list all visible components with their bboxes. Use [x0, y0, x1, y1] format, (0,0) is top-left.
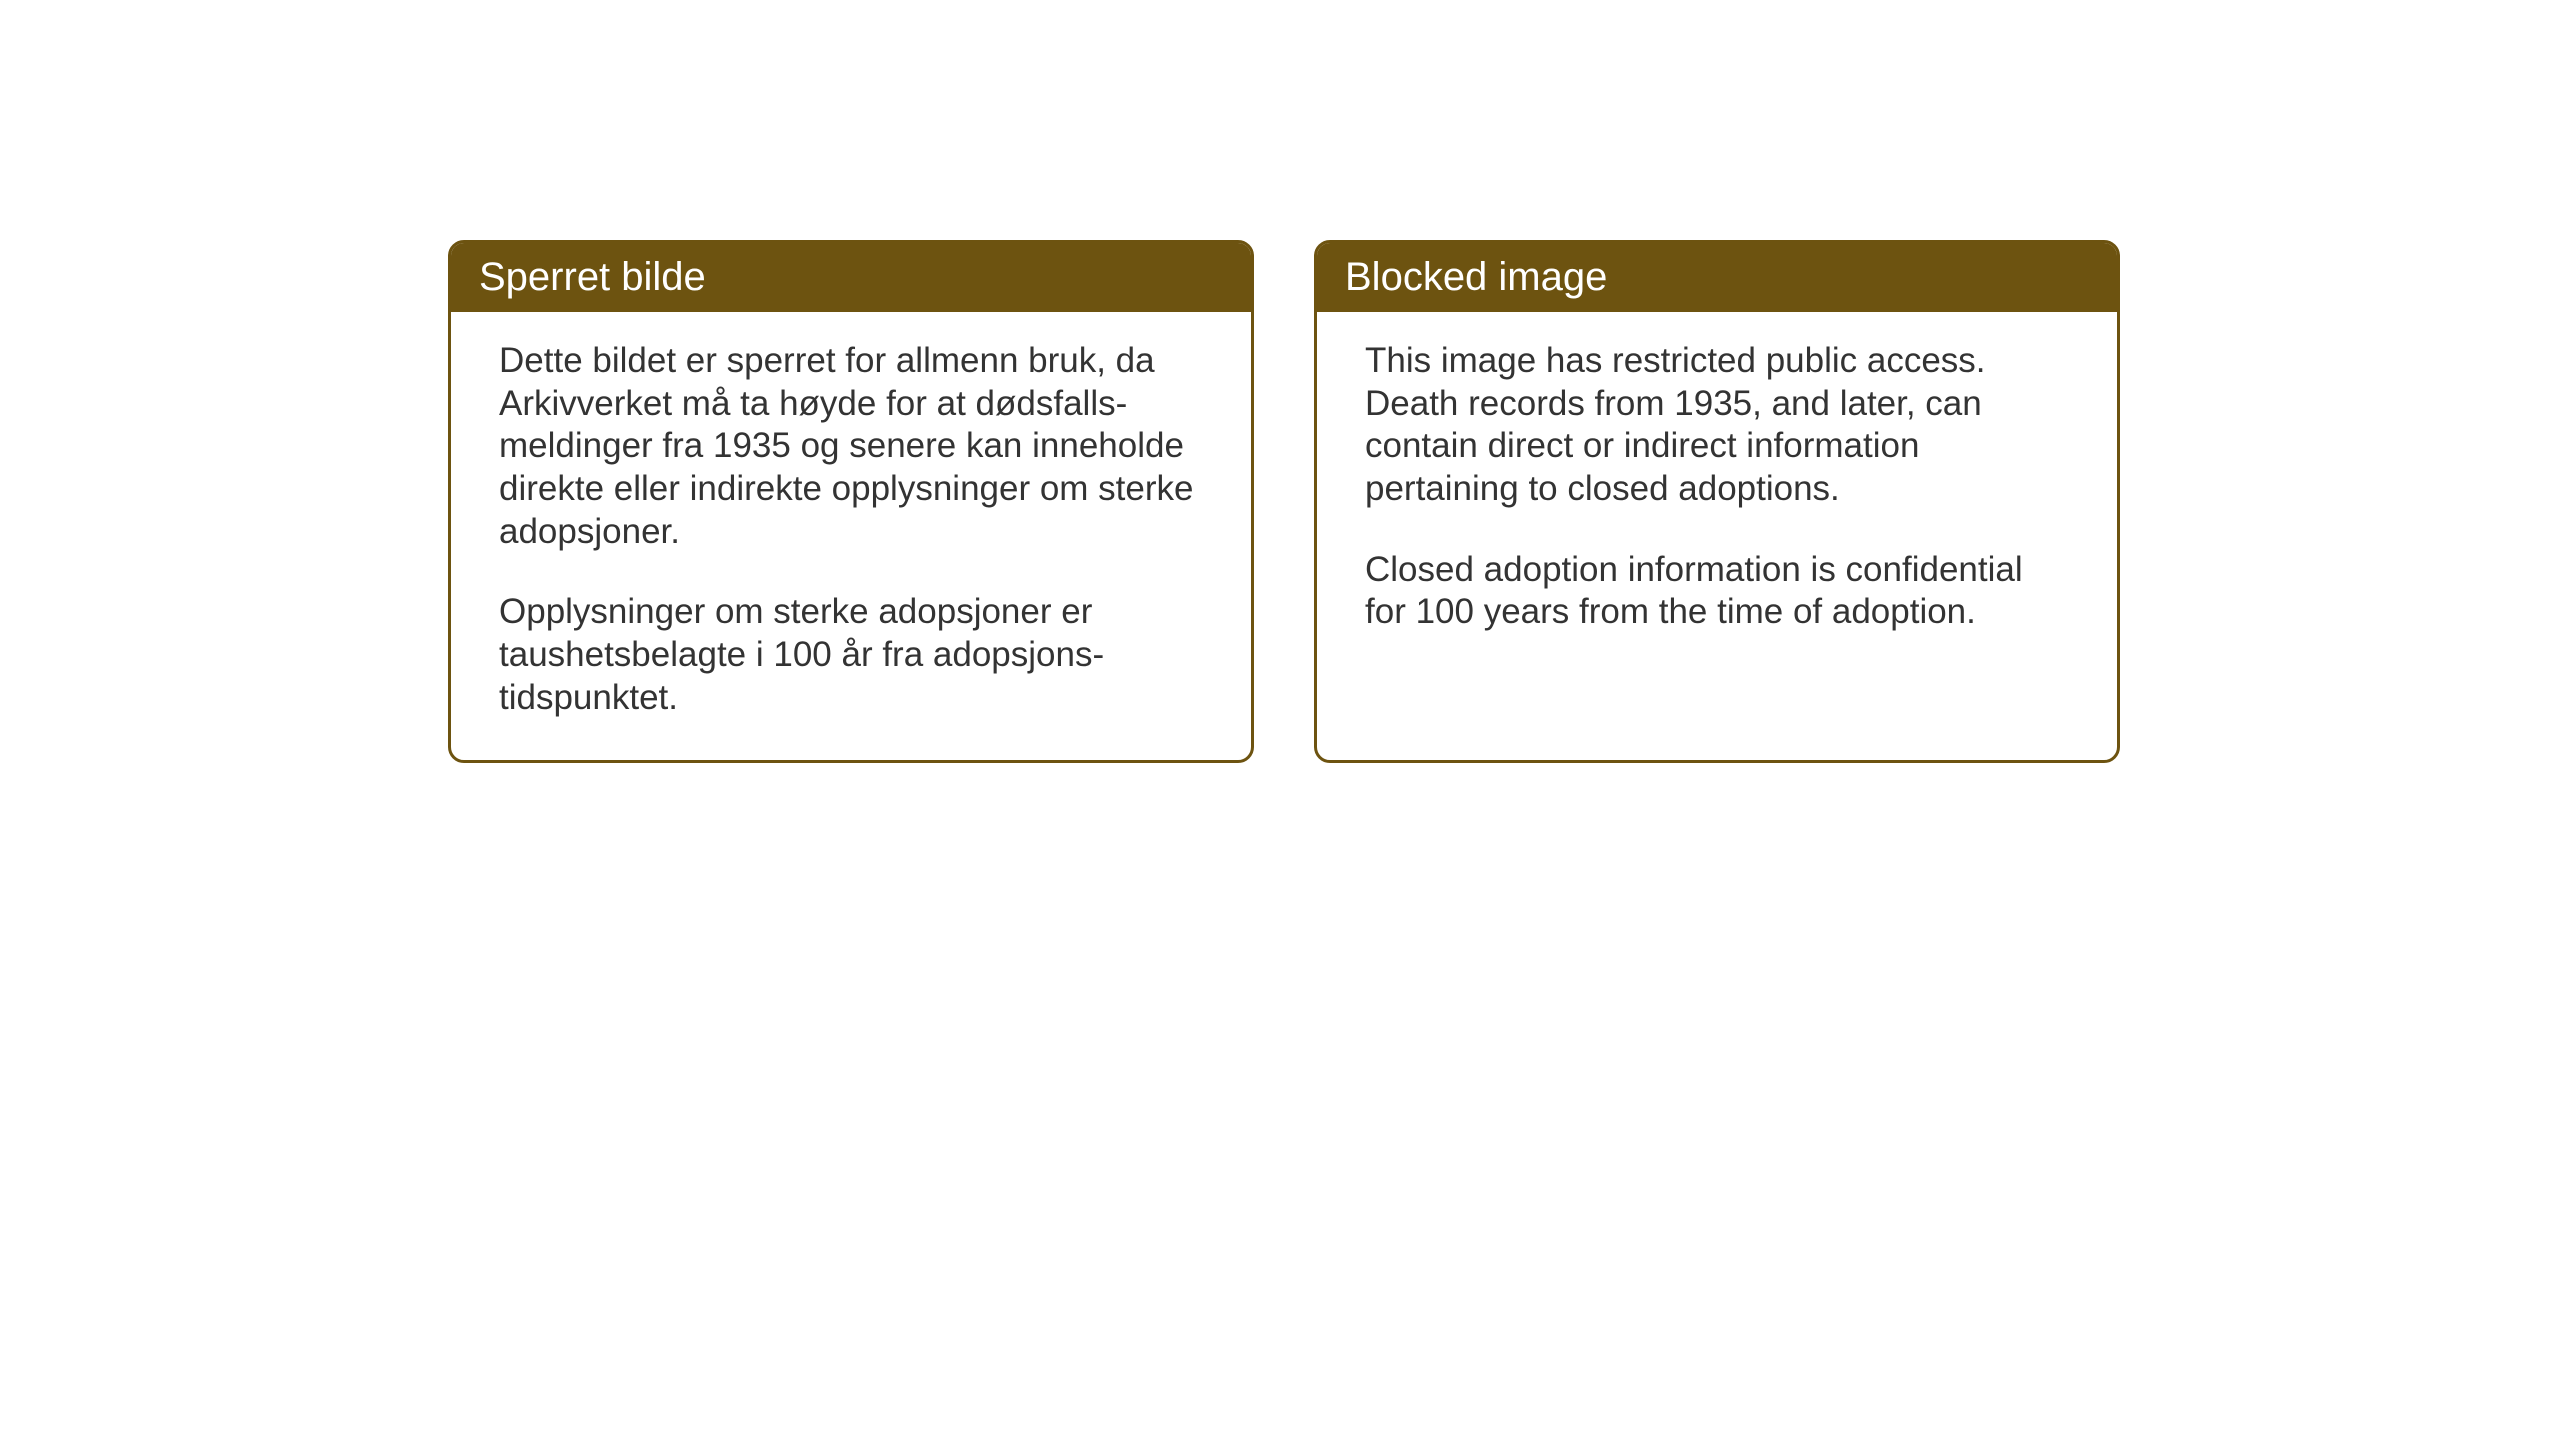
english-card-header: Blocked image: [1317, 243, 2117, 312]
english-paragraph-2: Closed adoption information is confident…: [1365, 549, 2069, 634]
english-card-body: This image has restricted public access.…: [1317, 312, 2117, 692]
norwegian-card-body: Dette bildet er sperret for allmenn bruk…: [451, 312, 1251, 760]
norwegian-card-title: Sperret bilde: [479, 255, 706, 299]
notice-cards-container: Sperret bilde Dette bildet er sperret fo…: [448, 240, 2120, 763]
norwegian-paragraph-2: Opplysninger om sterke adopsjoner er tau…: [499, 591, 1203, 719]
norwegian-notice-card: Sperret bilde Dette bildet er sperret fo…: [448, 240, 1254, 763]
norwegian-card-header: Sperret bilde: [451, 243, 1251, 312]
english-notice-card: Blocked image This image has restricted …: [1314, 240, 2120, 763]
english-paragraph-1: This image has restricted public access.…: [1365, 340, 2069, 511]
norwegian-paragraph-1: Dette bildet er sperret for allmenn bruk…: [499, 340, 1203, 553]
english-card-title: Blocked image: [1345, 255, 1607, 299]
